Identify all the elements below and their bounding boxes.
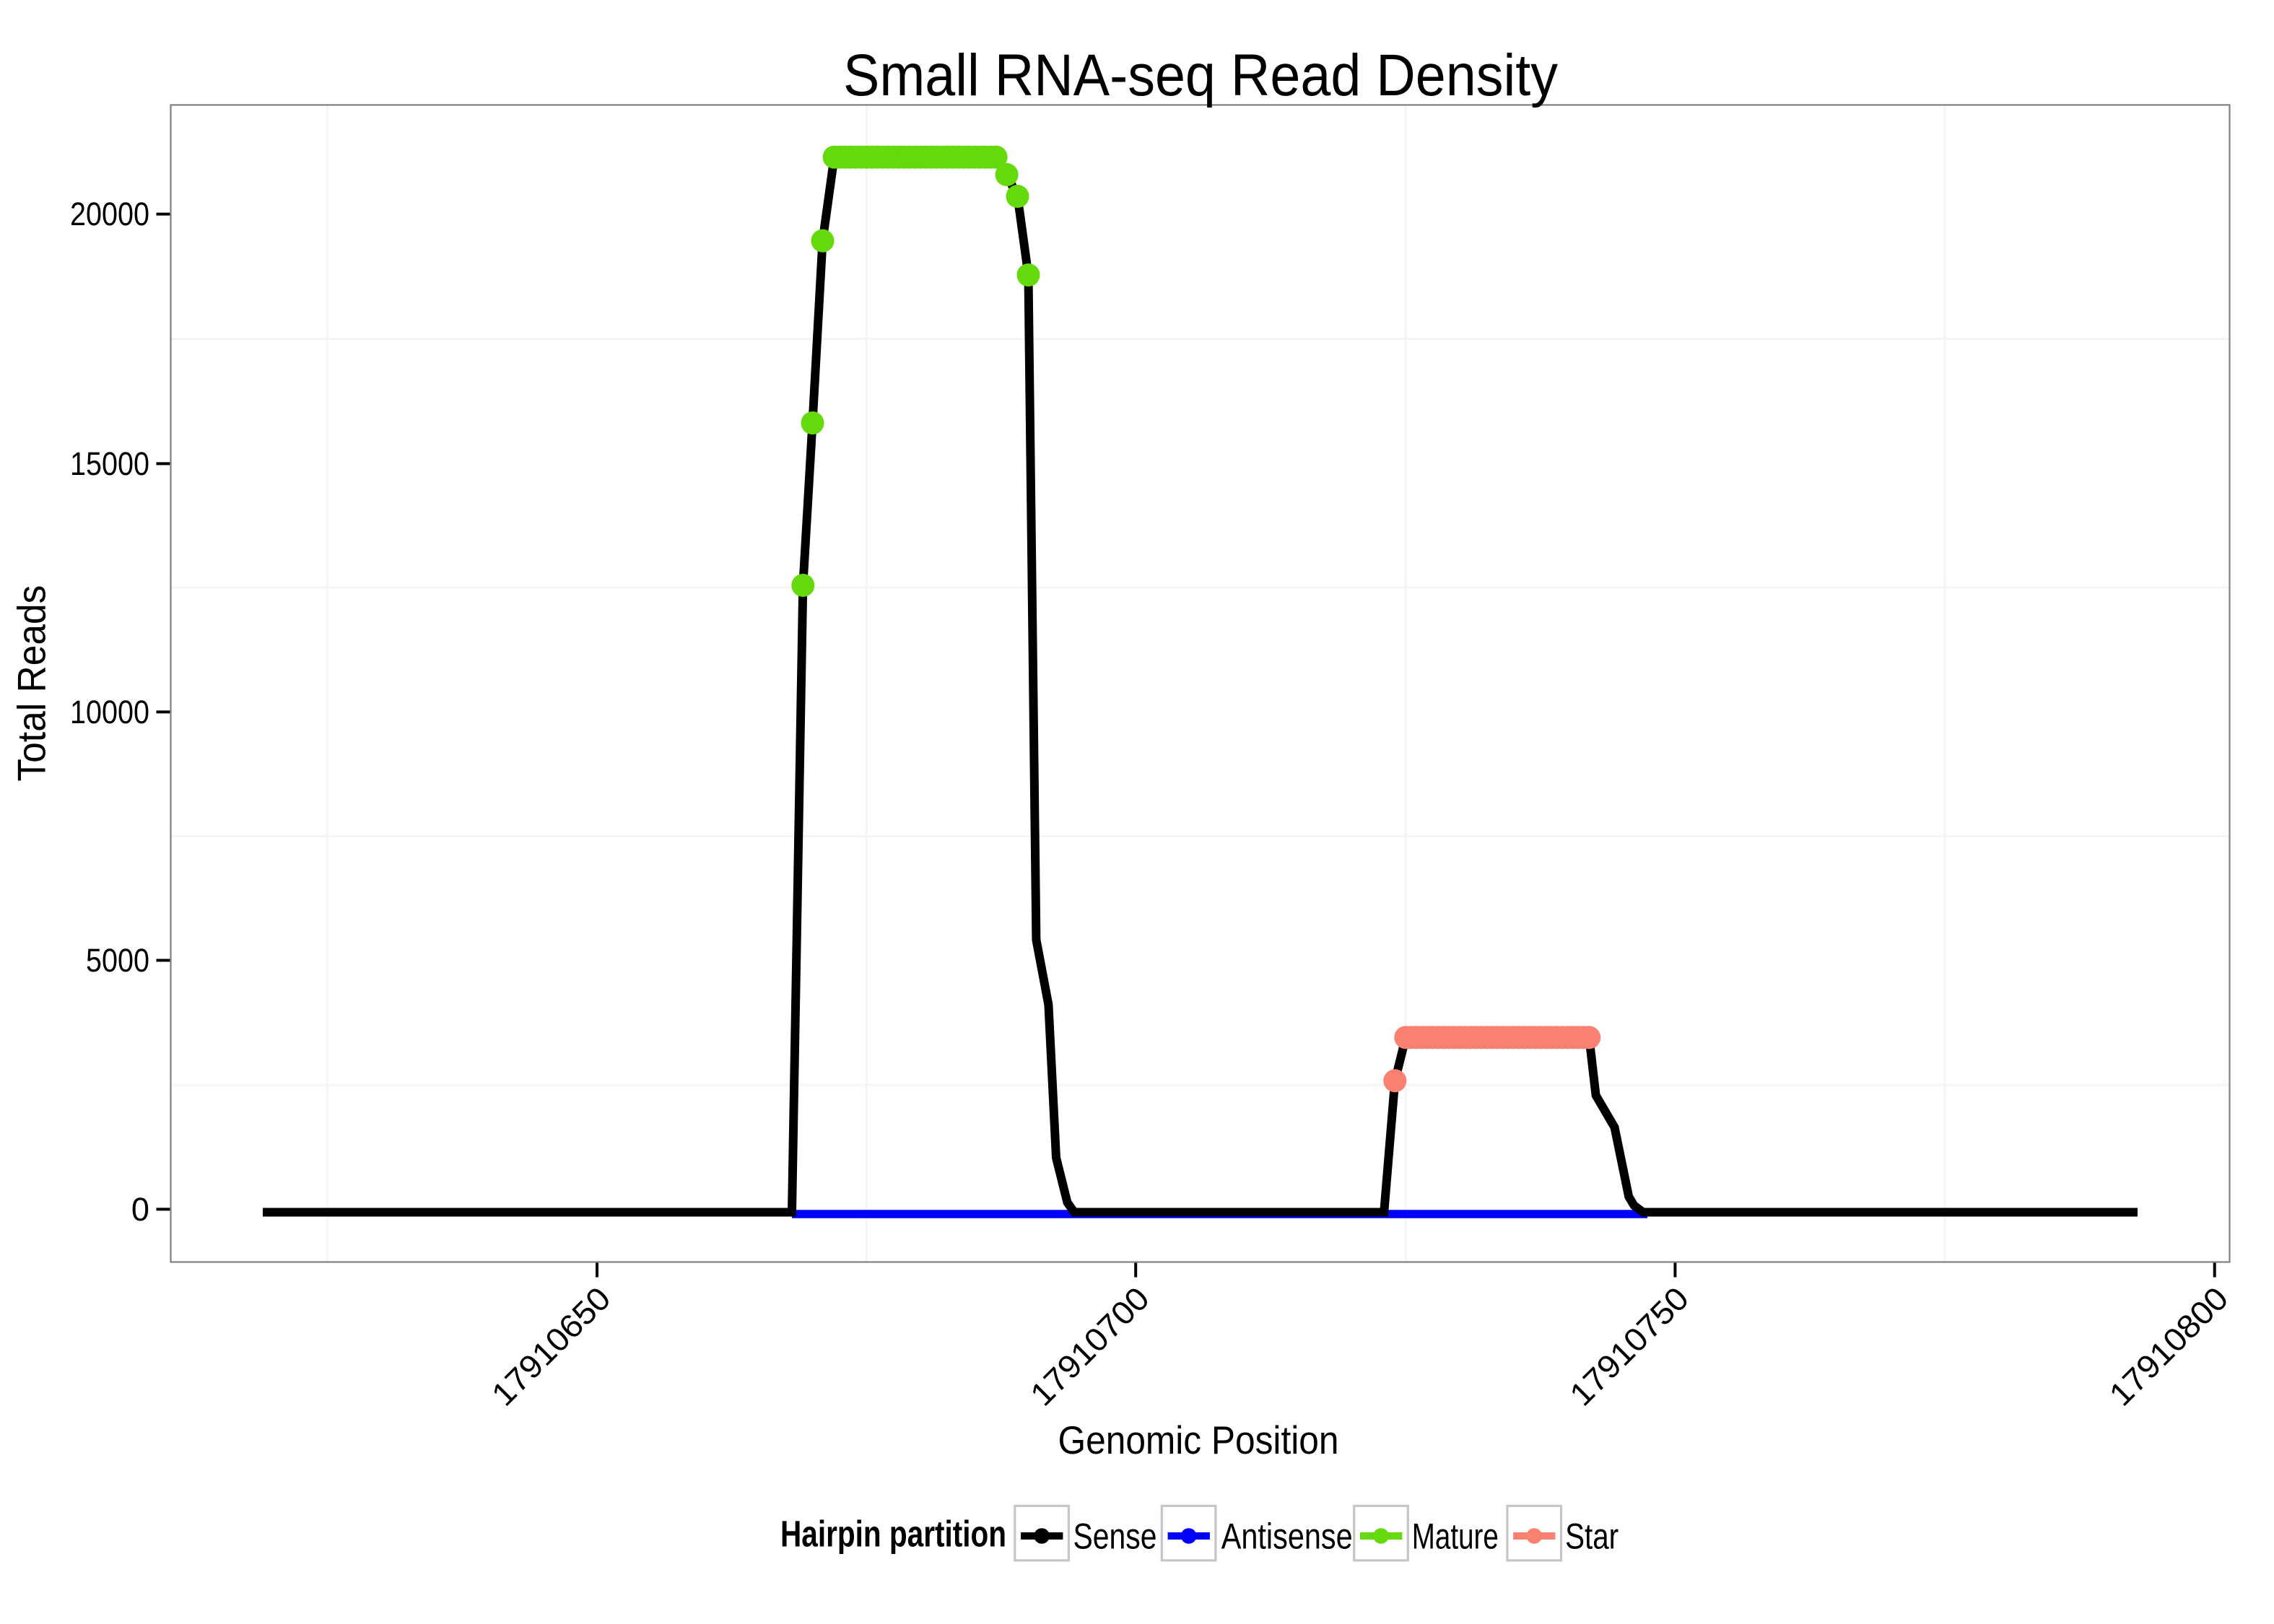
svg-text:Small RNA-seq Read Density: Small RNA-seq Read Density (843, 43, 1558, 108)
svg-text:Genomic Position: Genomic Position (1058, 1418, 1339, 1462)
svg-text:Antisense: Antisense (1221, 1516, 1353, 1557)
svg-text:Star: Star (1565, 1516, 1619, 1557)
svg-text:Mature: Mature (1412, 1516, 1499, 1557)
svg-text:15000: 15000 (70, 445, 149, 482)
svg-text:10000: 10000 (70, 694, 149, 730)
svg-text:Total Reads: Total Reads (9, 585, 53, 782)
svg-text:Hairpin partition: Hairpin partition (780, 1514, 1006, 1555)
svg-text:0: 0 (131, 1191, 149, 1228)
svg-text:20000: 20000 (70, 196, 149, 232)
svg-text:Sense: Sense (1073, 1516, 1157, 1557)
svg-text:5000: 5000 (86, 942, 149, 979)
